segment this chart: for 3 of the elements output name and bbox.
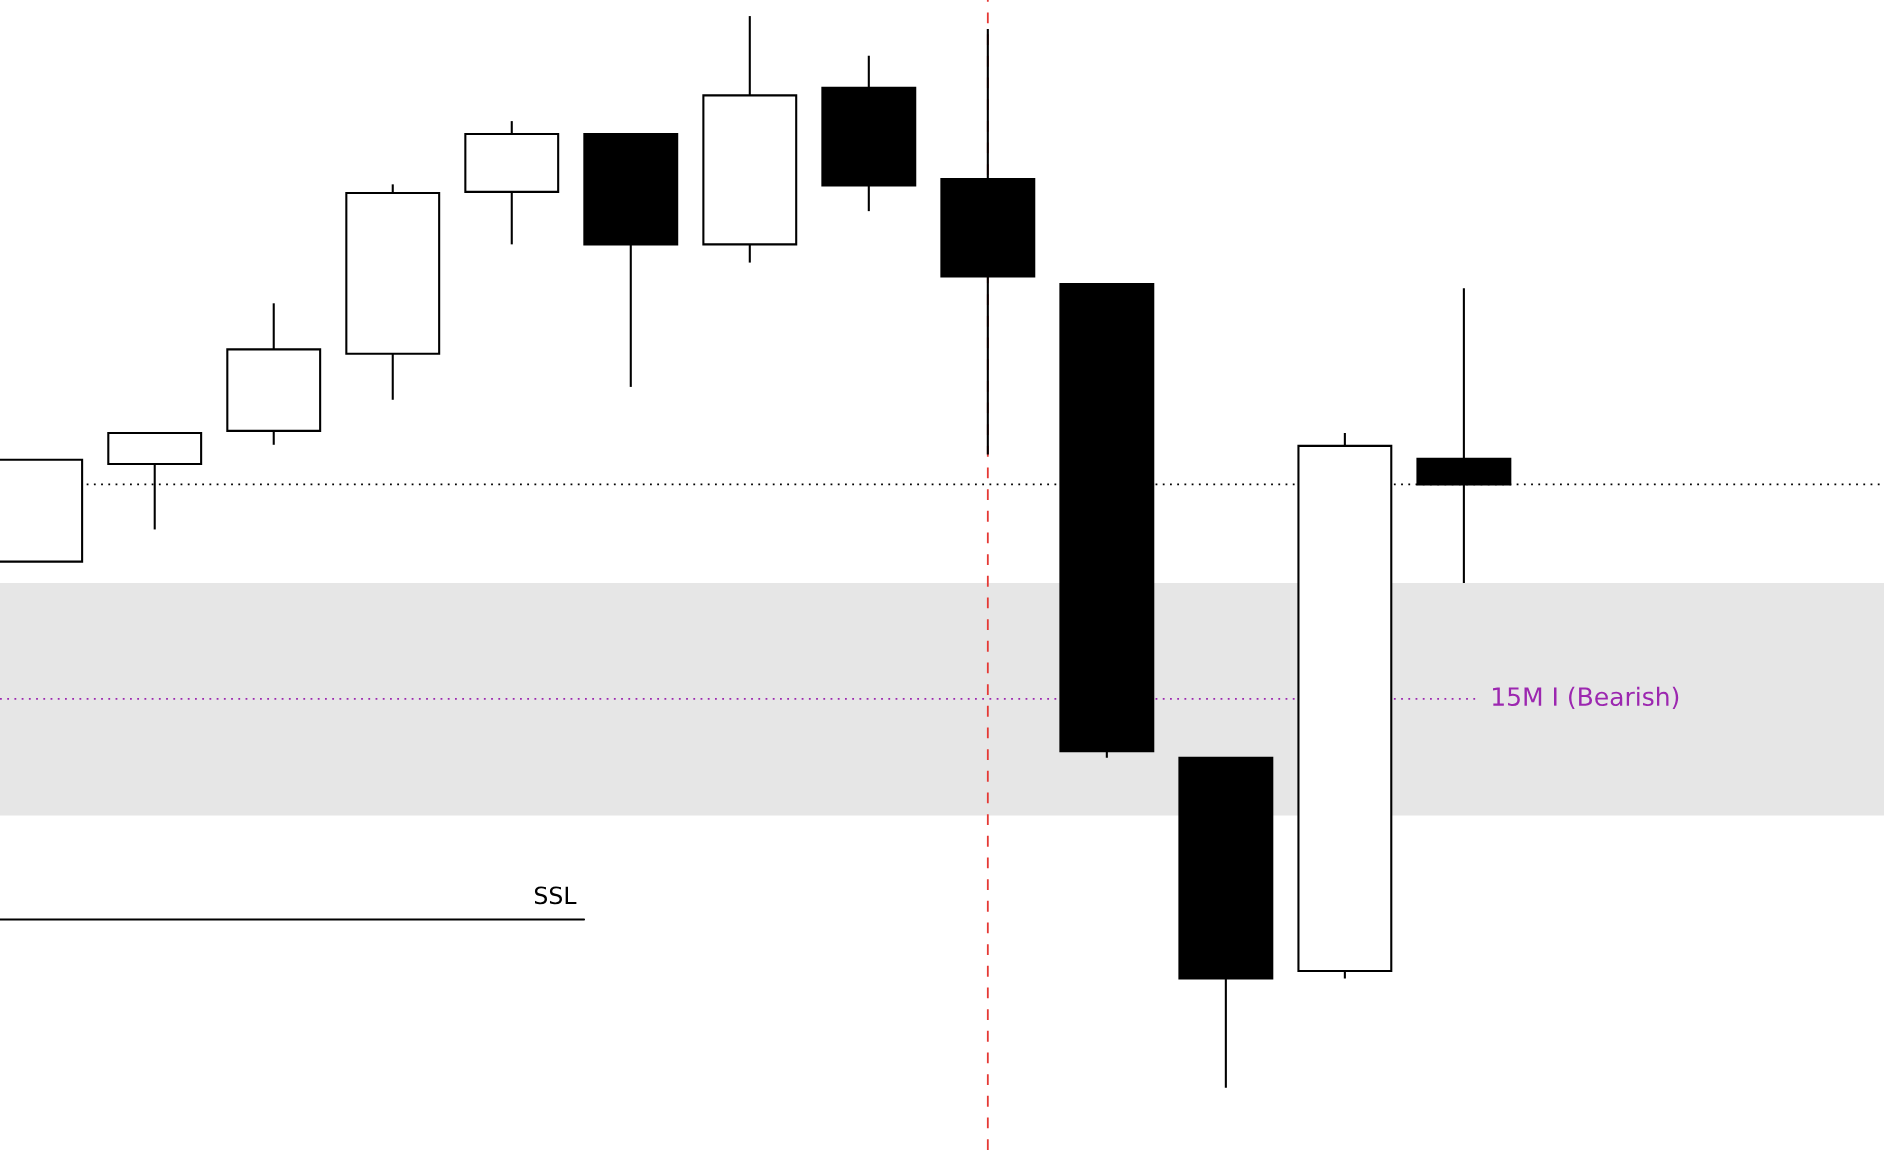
candlestick [1416, 287, 1512, 585]
ref-line-label: 15M I (Bearish) [1492, 686, 1679, 709]
ref-line-label: SSL [534, 886, 577, 905]
